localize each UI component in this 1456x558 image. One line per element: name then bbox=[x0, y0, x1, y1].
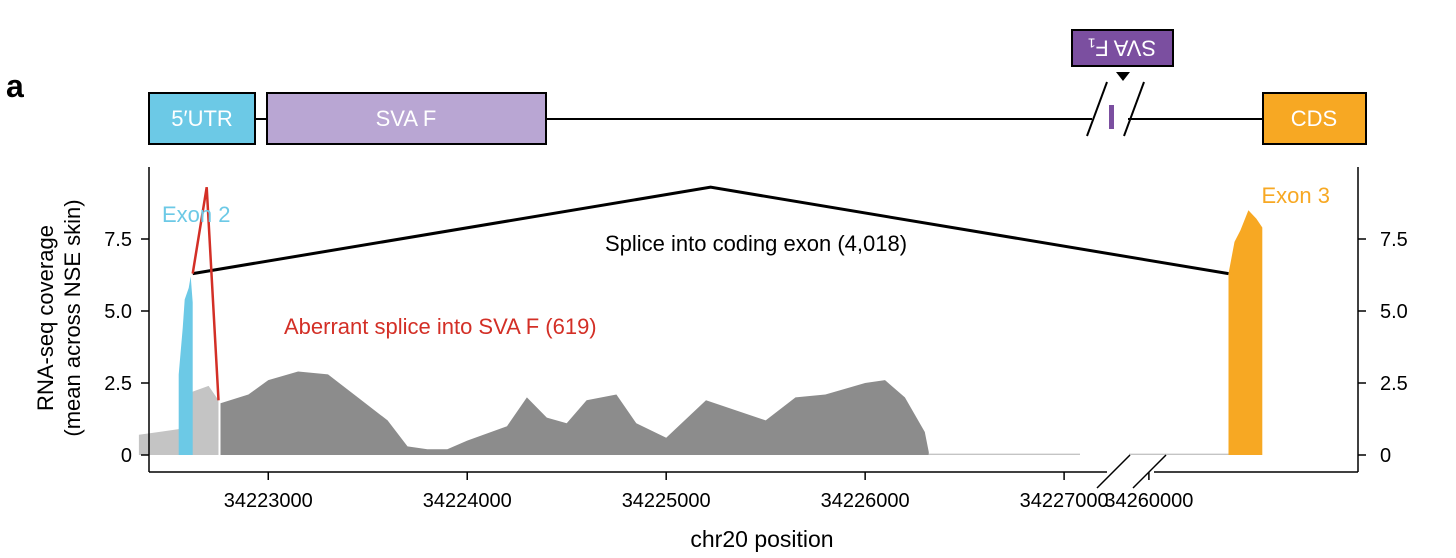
y-ticks-left: 0 2.5 5.0 7.5 bbox=[104, 229, 149, 467]
x-tick-label: 34227000 bbox=[1020, 490, 1109, 512]
y-tick-label-right: 7.5 bbox=[1380, 229, 1408, 251]
exon3-label: Exon 3 bbox=[1262, 183, 1331, 208]
x-ticks: 34223000 34224000 34225000 34226000 34227000… bbox=[224, 472, 1193, 512]
sva-f-label: SVA F bbox=[376, 106, 437, 131]
sva-insert-box bbox=[1071, 29, 1174, 67]
utr-label: 5′UTR bbox=[171, 106, 233, 131]
y-tick-label-left: 2.5 bbox=[104, 373, 132, 395]
insert-arrow-icon bbox=[1116, 72, 1130, 81]
sva-insert-label: SVA F₁ bbox=[1088, 36, 1156, 61]
x-tick-label: 34224000 bbox=[423, 490, 512, 512]
coding-splice-label: Splice into coding exon (4,018) bbox=[605, 231, 907, 256]
exon3-area bbox=[1228, 210, 1263, 455]
break-mark-left bbox=[1086, 81, 1108, 137]
splice-junctions bbox=[191, 185, 1229, 401]
coverage-tail-right-area bbox=[1129, 453, 1229, 455]
aberrant-splice-label: Aberrant splice into SVA F (619) bbox=[284, 314, 597, 339]
axis-break-right bbox=[1132, 454, 1167, 489]
sva-insert-marker bbox=[1109, 105, 1114, 129]
break-mark-right bbox=[1123, 81, 1145, 137]
y-axis-label-line1: RNA-seq coverage bbox=[33, 225, 58, 411]
x-tick-label: 34260000 bbox=[1104, 490, 1193, 512]
utr-box bbox=[148, 92, 256, 145]
y-axis-label-line2: (mean across NSE skin) bbox=[60, 199, 85, 436]
y-tick-label-right: 2.5 bbox=[1380, 373, 1408, 395]
y-ticks-right: 0 2.5 5.0 7.5 bbox=[1358, 229, 1408, 467]
coverage-dark-area bbox=[220, 371, 929, 455]
coverage-plot: 02.55.07.5 02.55.07.5 34223000 34224000 34… bbox=[33, 167, 1408, 552]
coding-splice-arc bbox=[192, 185, 1229, 276]
x-tick-label: 34225000 bbox=[622, 490, 711, 512]
y-tick-label-right: 0 bbox=[1380, 445, 1391, 467]
exon2-area bbox=[178, 276, 193, 455]
y-tick-label-left: 7.5 bbox=[104, 229, 132, 251]
panel-label: a bbox=[6, 68, 24, 104]
y-tick-label-left: 0 bbox=[121, 445, 132, 467]
aberrant-splice-arc bbox=[191, 187, 220, 401]
cds-label: CDS bbox=[1291, 106, 1337, 131]
exon2-label: Exon 2 bbox=[162, 202, 231, 227]
x-tick-label: 34226000 bbox=[821, 490, 910, 512]
sva-f-box bbox=[266, 92, 547, 145]
x-tick-label: 34223000 bbox=[224, 490, 313, 512]
coverage-areas bbox=[138, 210, 1263, 455]
y-tick-label-right: 5.0 bbox=[1380, 301, 1408, 323]
coverage-light-area bbox=[138, 385, 219, 455]
x-axis-label: chr20 position bbox=[690, 526, 833, 552]
coverage-tail-area bbox=[928, 453, 1080, 455]
axis-break-left bbox=[1096, 454, 1131, 489]
y-tick-label-left: 5.0 bbox=[104, 301, 132, 323]
cds-box bbox=[1262, 92, 1367, 145]
gene-model: 5′UTR SVA F CDS SVA F₁ bbox=[148, 29, 1367, 145]
